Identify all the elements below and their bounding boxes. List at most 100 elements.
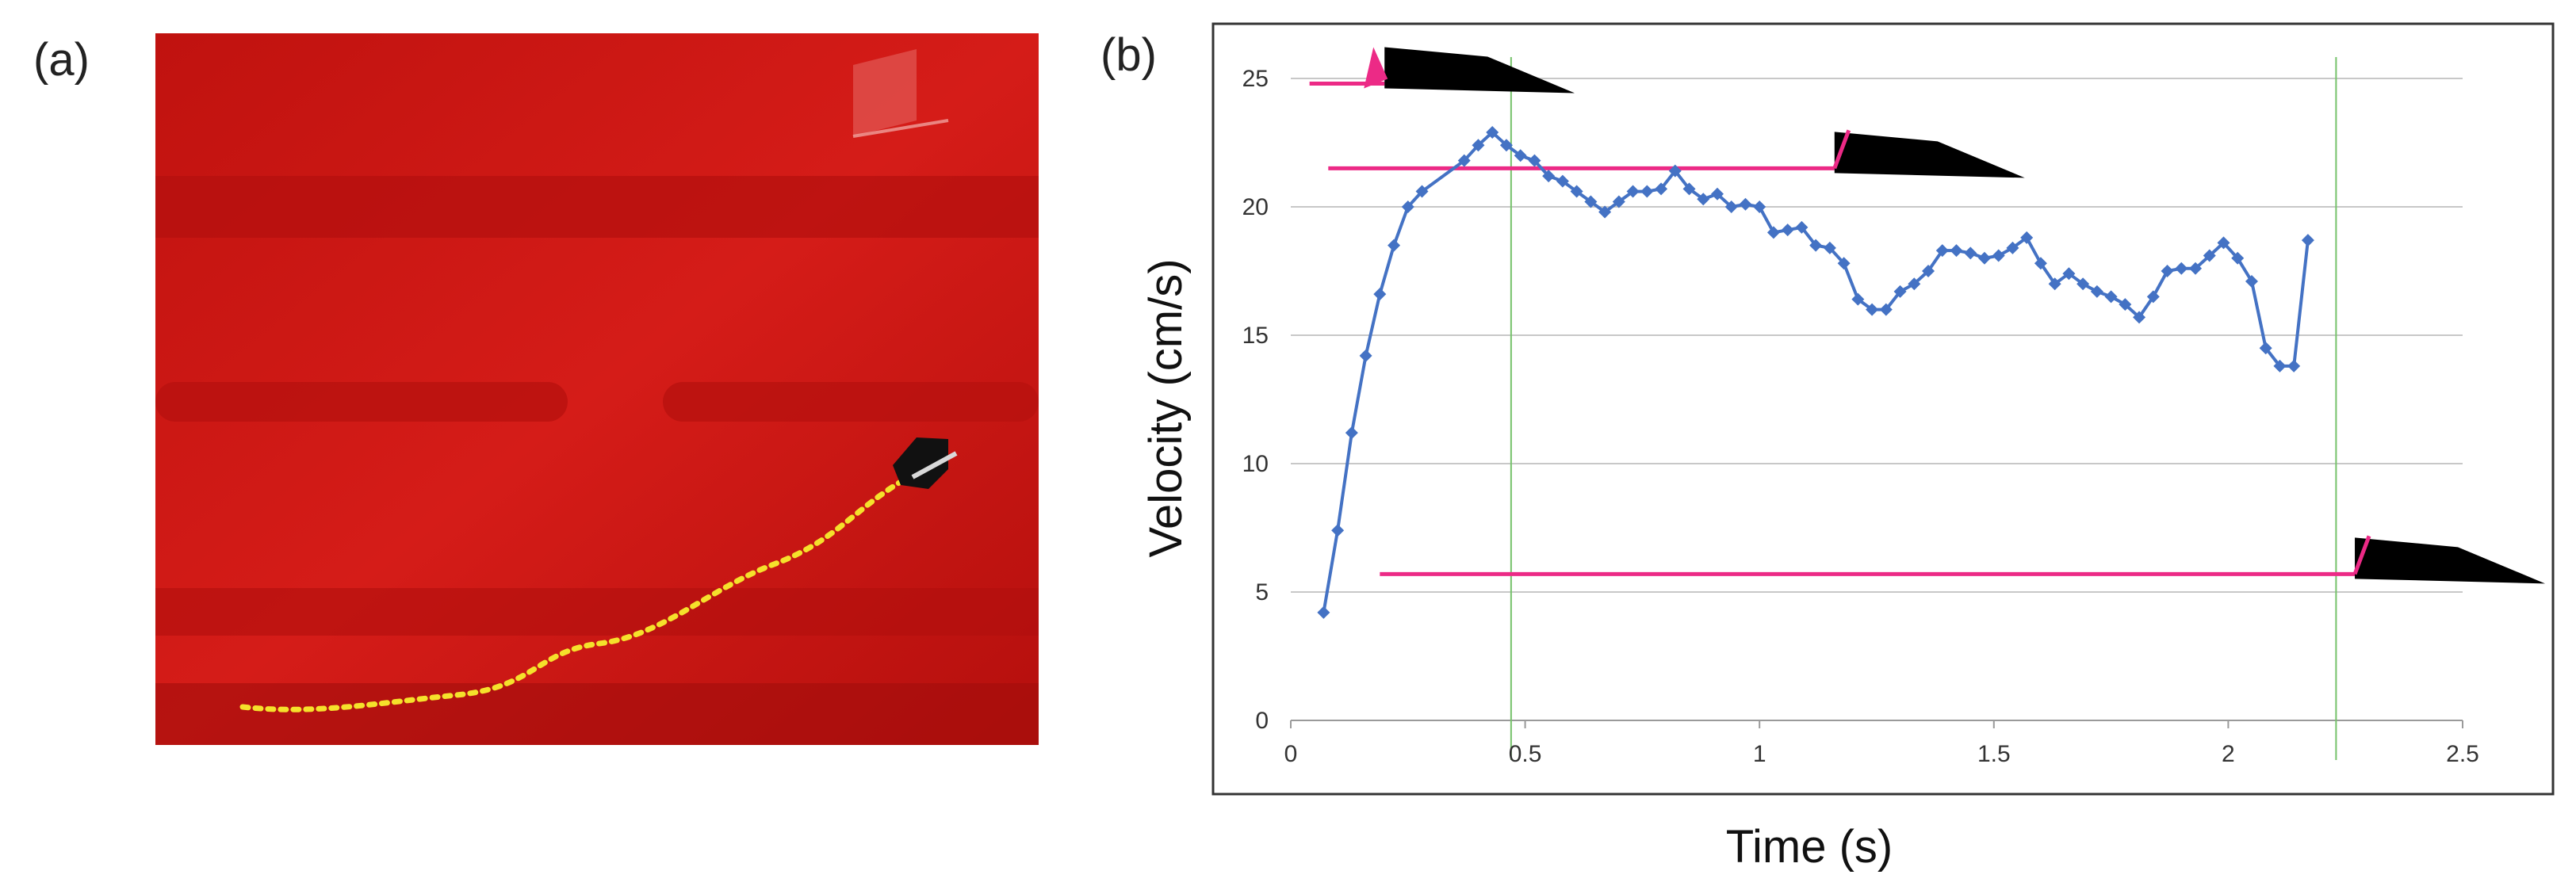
data-point [1781,223,1794,237]
data-point [1668,164,1682,178]
data-point [1753,201,1766,213]
data-point [1388,239,1401,252]
tank-rail [155,382,568,422]
data-point [1935,244,1949,258]
data-point [1499,139,1513,152]
data-point [1893,285,1907,298]
data-point [1612,195,1625,208]
data-point [1823,241,1836,254]
data-point [2076,277,2090,291]
data-point [1950,244,1963,258]
data-point [2034,257,2047,270]
data-point [1317,605,1330,619]
data-point [1584,195,1598,208]
swimmer-robot [893,437,948,489]
data-point [2189,262,2203,275]
data-point [2273,359,2287,372]
data-point [1626,185,1640,198]
data-point [2203,249,2216,262]
data-point [2146,290,2160,304]
data-point [1373,288,1387,301]
x-axis-title: Time (s) [1726,821,1893,873]
data-point [1766,226,1780,239]
data-point [1640,185,1654,198]
y-tick-label: 10 [1242,451,1269,477]
data-point [2259,342,2272,355]
data-point [1866,303,1879,316]
y-axis-title: Velocity (cm/s) [1140,258,1192,557]
data-point [1359,349,1372,362]
data-point [1879,303,1893,316]
data-point [1472,139,1485,152]
tank-rail [663,382,1039,422]
tick-layer: 0 5 10 15 20 25 0 0.5 1 1.5 2 2.5 [1242,66,2479,767]
data-point [1486,126,1499,139]
data-point [2133,311,2146,324]
data-point [1415,185,1429,198]
tank-shadow [155,683,1039,745]
x-tick-label: 1.5 [1977,741,2011,767]
data-point [2062,267,2076,281]
x-tick-label: 0.5 [1509,741,1542,767]
data-point [1655,182,1668,196]
data-point [2231,251,2245,265]
data-point [2104,290,2118,304]
data-point [1542,170,1556,183]
x-tick-label: 2.5 [2446,741,2479,767]
y-tick-label: 20 [1242,194,1269,220]
data-point [2245,274,2258,288]
data-point [2090,285,2103,298]
data-point [2020,231,2034,244]
y-tick-label: 5 [1255,579,1269,605]
data-point [1345,426,1358,440]
data-point [1977,251,1991,265]
panel-label-a: (a) [33,34,90,86]
tank-rail [155,176,1039,238]
data-point [1514,149,1527,162]
data-point [1795,220,1809,234]
data-point [1682,182,1696,196]
acrylic-holder [853,49,917,136]
robot-fin-marker [1832,129,1851,170]
y-tick-label: 25 [1242,66,1269,92]
data-point [1739,197,1752,211]
robot-silhouette [2355,537,2546,584]
data-point [2119,298,2132,311]
x-tick-label: 1 [1753,741,1766,767]
data-point [2161,265,2174,277]
acrylic-edge [852,119,949,138]
data-point [2175,262,2188,275]
data-point [2301,234,2314,247]
x-tick-label: 2 [2222,741,2235,767]
y-tick-label: 0 [1255,708,1269,734]
tank-rail [155,588,1039,636]
data-point [1710,187,1724,201]
data-point [1724,201,1738,213]
data-point [1331,524,1345,537]
data-point [1598,205,1612,219]
data-point [1809,239,1823,252]
data-point [2048,277,2061,291]
data-point [1556,174,1569,188]
series-layer [1317,126,2314,619]
robot-silhouette [1384,47,1575,94]
robot-fin-marker [1364,47,1388,89]
data-point [1528,154,1541,167]
data-point [1851,292,1865,306]
data-point [2217,236,2230,250]
panel-label-b: (b) [1100,29,1157,81]
swimmer-robot-tail [911,451,958,479]
data-point [1992,249,2005,262]
data-point [1457,154,1471,167]
speed-level-layer [1309,47,2546,584]
vertical-marker-layer [1510,57,2337,760]
data-point [1570,185,1583,198]
data-point [2006,241,2019,254]
data-point [1922,265,1935,277]
y-tick-label: 15 [1242,323,1269,349]
data-point [1697,193,1710,206]
trajectory-photo [155,33,1039,745]
x-tick-label: 0 [1284,741,1298,767]
data-point [1837,257,1851,270]
